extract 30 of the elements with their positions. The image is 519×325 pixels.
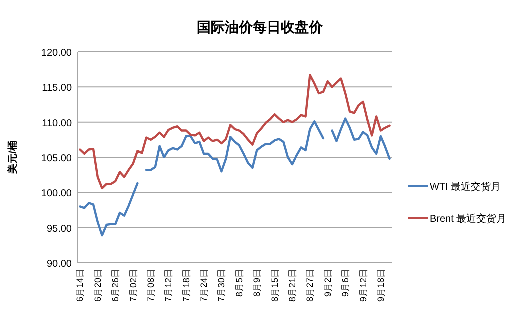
- x-tick-label: 9月18日: [376, 269, 386, 302]
- legend-label: Brent 最近交货月: [430, 213, 507, 225]
- x-tick-label: 9月6日: [340, 269, 351, 298]
- x-tick-label: 6月14日: [75, 269, 86, 302]
- x-tick-label: 8月27日: [305, 269, 316, 302]
- y-tick-label: 110.00: [42, 118, 72, 130]
- y-tick-label: 105.00: [41, 154, 72, 164]
- y-axis-title: 美元/桶: [7, 141, 19, 175]
- x-tick-label: 9月2日: [322, 269, 333, 298]
- x-tick-label: 7月24日: [199, 269, 210, 302]
- x-tick-label: 8月15日: [270, 269, 280, 302]
- y-tick-label: 90.00: [46, 259, 72, 270]
- y-tick-label: 115.00: [42, 83, 72, 94]
- y-tick-label: 100.00: [41, 188, 72, 200]
- y-tick-label: 95.00: [46, 224, 72, 235]
- x-tick-label: 9月12日: [358, 269, 368, 302]
- x-tick-label: 8月21日: [287, 269, 298, 302]
- x-tick-label: 7月30日: [216, 269, 227, 302]
- y-tick-label: 120.00: [41, 48, 72, 59]
- x-tick-label: 8月9日: [252, 269, 262, 298]
- chart-title: 国际油价每日收盘价: [197, 19, 324, 35]
- x-tick-label: 8月5日: [234, 269, 244, 298]
- line-series: [79, 74, 391, 190]
- x-tick-label: 7月12日: [164, 269, 174, 302]
- x-tick-label: 7月08日: [146, 269, 156, 302]
- x-tick-label: 7月02日: [128, 269, 138, 302]
- legend-label: WTI 最近交货月: [430, 181, 502, 193]
- x-tick-label: 6月20日: [92, 269, 103, 302]
- x-tick-label: 6月26日: [110, 269, 121, 302]
- x-tick-label: 7月18日: [181, 269, 192, 302]
